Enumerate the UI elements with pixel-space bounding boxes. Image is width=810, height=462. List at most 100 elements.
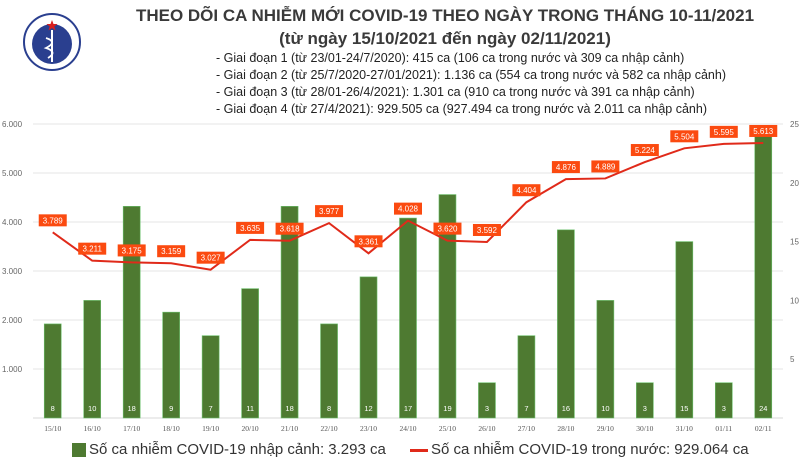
line-label-box <box>512 184 541 197</box>
bar-label: 3 <box>485 404 489 413</box>
bar-label: 11 <box>246 404 254 413</box>
bar <box>399 217 417 419</box>
x-axis-tick: 19/10 <box>202 424 219 433</box>
stage-4-text: - Giai đoạn 4 (từ 27/4/2021): 929.505 ca… <box>216 102 707 116</box>
legend-item-line: Số ca nhiễm COVID-19 trong nước: 929.064… <box>410 441 749 459</box>
line-label: 3.620 <box>437 225 458 234</box>
bar <box>714 382 733 419</box>
right-axis-tick: 10 <box>790 296 799 305</box>
line-label: 3.175 <box>122 246 143 255</box>
x-axis-tick: 18/10 <box>163 424 180 433</box>
bar <box>754 135 773 419</box>
line-label-box <box>472 223 501 236</box>
x-axis-tick: 31/10 <box>676 424 693 433</box>
bar-label: 8 <box>327 404 331 413</box>
bar <box>280 206 299 419</box>
legend-label-bar: Số ca nhiễm COVID-19 nhập cảnh: 3.293 ca <box>89 441 386 458</box>
bar-label: 24 <box>759 404 767 413</box>
line-label: 3.618 <box>280 225 301 234</box>
x-axis-tick: 24/10 <box>399 424 416 433</box>
x-axis-tick: 21/10 <box>281 424 298 433</box>
bar-label: 7 <box>209 404 213 413</box>
line-label: 3.977 <box>319 207 340 216</box>
right-axis-tick: 5 <box>790 355 795 364</box>
bar <box>675 241 694 419</box>
left-axis-tick: 4.000 <box>2 218 23 227</box>
left-axis-tick: 6.000 <box>2 120 23 129</box>
line-label: 5.595 <box>714 128 735 137</box>
line-label-box <box>315 205 344 218</box>
legend-item-bar: Số ca nhiễm COVID-19 nhập cảnh: 3.293 ca <box>72 441 386 459</box>
bar-label: 10 <box>601 404 609 413</box>
x-axis-tick: 27/10 <box>518 424 535 433</box>
x-axis-tick: 15/10 <box>44 424 61 433</box>
left-axis-tick: 2.000 <box>2 316 23 325</box>
line-label: 3.592 <box>477 226 498 235</box>
line-label: 3.635 <box>240 224 261 233</box>
bar-label: 3 <box>722 404 726 413</box>
line-label-box <box>394 202 422 215</box>
bar-label: 8 <box>51 404 55 413</box>
bar <box>201 335 220 419</box>
line-label-box <box>354 235 383 248</box>
chart-subtitle: (từ ngày 15/10/2021 đến ngày 02/11/2021) <box>279 29 611 48</box>
line-label: 3.789 <box>43 216 64 225</box>
bar <box>359 276 378 419</box>
line-label: 3.027 <box>201 254 222 263</box>
x-axis-tick: 16/10 <box>84 424 101 433</box>
line-label-box <box>630 144 659 157</box>
line-label: 4.876 <box>556 163 577 172</box>
line-label-box <box>749 124 778 137</box>
line-label-box <box>670 130 699 143</box>
bar <box>241 288 259 419</box>
line-label-box <box>236 221 265 234</box>
stage-1-text: - Giai đoạn 1 (từ 23/01-24/7/2020): 415 … <box>216 51 685 65</box>
x-axis-tick: 26/10 <box>478 424 495 433</box>
line-label-box <box>117 244 146 257</box>
stage-2-text: - Giai đoạn 2 (từ 25/7/2020-27/01/2021):… <box>216 68 726 82</box>
bar-label: 19 <box>443 404 451 413</box>
bar <box>43 323 62 419</box>
bar-label: 16 <box>562 404 570 413</box>
x-axis-tick: 22/10 <box>321 424 338 433</box>
right-axis-tick: 25 <box>790 120 799 129</box>
bar <box>517 335 536 419</box>
x-axis-tick: 25/10 <box>439 424 456 433</box>
bar-label: 12 <box>364 404 372 413</box>
right-axis-tick: 20 <box>790 179 799 188</box>
stage-3-text: - Giai đoạn 3 (từ 28/01-26/4/2021): 1.30… <box>216 85 695 99</box>
line-label: 4.028 <box>398 205 419 214</box>
line-series <box>52 141 764 271</box>
legend-swatch-bar <box>72 443 86 457</box>
line-label-box <box>433 222 462 235</box>
bar-label: 18 <box>285 404 293 413</box>
left-axis-tick: 1.000 <box>2 365 23 374</box>
line-label: 3.361 <box>359 237 380 246</box>
line-label-box <box>551 161 580 174</box>
bar <box>478 382 496 419</box>
x-axis-tick: 20/10 <box>242 424 259 433</box>
legend-label-line: Số ca nhiễm COVID-19 trong nước: 929.064… <box>431 441 749 458</box>
bar <box>83 300 102 419</box>
bar-label: 15 <box>680 404 688 413</box>
line-label-box <box>38 214 67 227</box>
bar-label: 17 <box>404 404 412 413</box>
right-axis-tick: 15 <box>790 238 799 247</box>
x-axis-tick: 17/10 <box>123 424 140 433</box>
x-axis-tick: 28/10 <box>557 424 574 433</box>
bar <box>162 311 180 419</box>
bar-label: 10 <box>88 404 96 413</box>
line-label: 5.504 <box>674 132 695 141</box>
bar <box>122 206 141 419</box>
bar <box>438 194 457 419</box>
bar <box>636 382 654 419</box>
line-label: 3.159 <box>161 247 182 256</box>
ministry-logo <box>23 13 81 71</box>
bar-label: 7 <box>524 404 528 413</box>
left-axis-tick: 5.000 <box>2 169 23 178</box>
x-axis-tick: 02/11 <box>755 424 772 433</box>
line-label-box <box>591 160 620 173</box>
bar-label: 18 <box>128 404 136 413</box>
bar <box>320 323 338 419</box>
